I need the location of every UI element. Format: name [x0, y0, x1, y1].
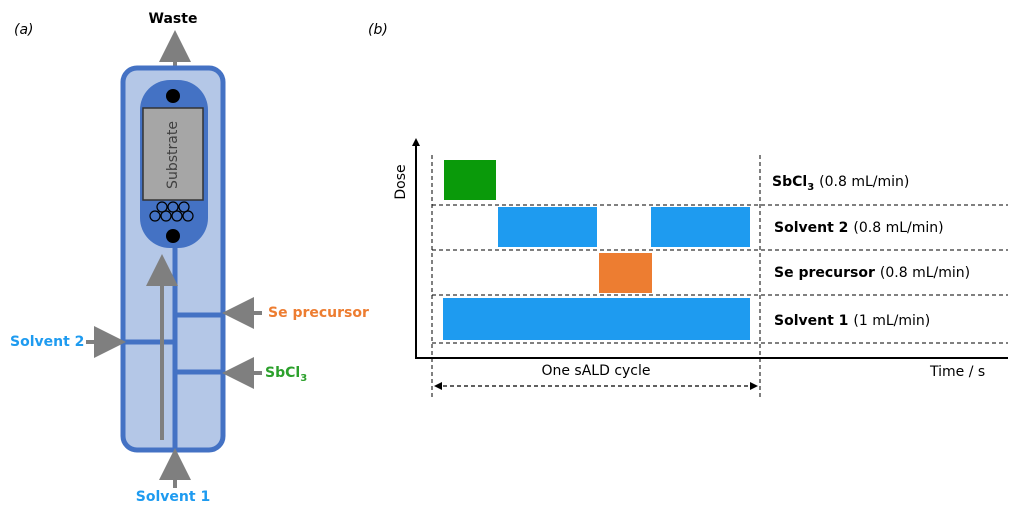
row-name: Solvent 1	[774, 313, 848, 329]
row-name: SbCl	[772, 174, 807, 190]
figure: (a) Waste Substrate Se precursor Solvent…	[0, 0, 1010, 505]
inlet-label: Solvent 1	[136, 489, 210, 505]
pulse	[651, 207, 750, 247]
substrate-label: Substrate	[165, 121, 181, 189]
pulse	[443, 298, 750, 340]
subscript: 3	[300, 373, 307, 384]
x-axis-label: Time / s	[929, 364, 985, 380]
y-axis-label: Dose	[393, 164, 409, 199]
row-rate: (0.8 mL/min)	[819, 174, 909, 190]
row-rate: (0.8 mL/min)	[880, 265, 970, 281]
outlet-label: Waste	[149, 11, 198, 27]
row-label: Se precursor (0.8 mL/min)	[774, 265, 970, 281]
pulse	[444, 160, 496, 200]
port	[166, 89, 180, 103]
row-label: Solvent 1 (1 mL/min)	[774, 313, 930, 329]
row-rate: (0.8 mL/min)	[853, 220, 943, 236]
row-label: Solvent 2 (0.8 mL/min)	[774, 220, 944, 236]
inlet-label: Se precursor	[268, 305, 369, 321]
panel-label: (b)	[368, 22, 388, 38]
row-rate: (1 mL/min)	[853, 313, 930, 329]
inlet-label: Solvent 2	[10, 334, 84, 350]
row-name: Solvent 2	[774, 220, 848, 236]
pulse	[498, 207, 597, 247]
panel-label: (a)	[14, 22, 34, 38]
row-name: Se precursor	[774, 265, 875, 281]
pulse	[599, 253, 652, 293]
inlet-name: SbCl	[265, 365, 300, 381]
cycle-label: One sALD cycle	[541, 363, 650, 379]
port	[166, 229, 180, 243]
inlet-label: SbCl3	[265, 365, 307, 384]
row-label: SbCl3 (0.8 mL/min)	[772, 174, 909, 193]
subscript: 3	[807, 182, 814, 193]
